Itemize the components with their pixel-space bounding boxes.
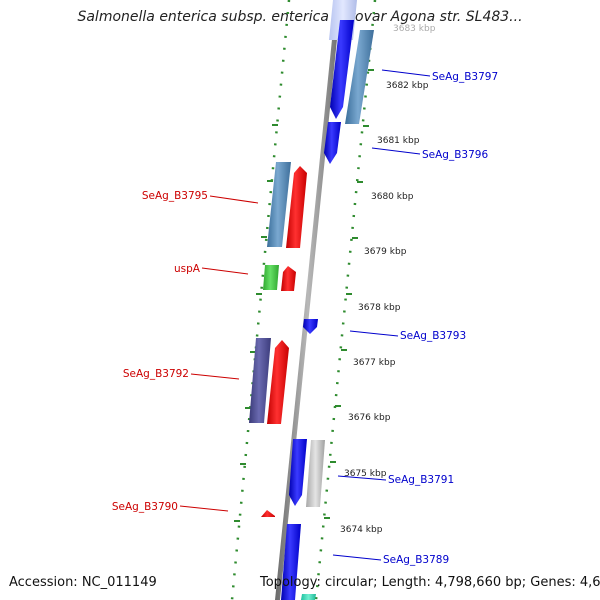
- forward-tick-marks: [234, 124, 278, 522]
- reverse-strand-guide: [314, 0, 377, 600]
- gene-label-seag-b3797[interactable]: SeAg_B3797: [432, 71, 498, 83]
- gene-block-seag-b3792-a[interactable]: [249, 338, 271, 423]
- kbp-tick-label: 3680 kbp: [371, 192, 414, 202]
- reverse-tick-marks: [324, 69, 374, 519]
- kbp-tick-label: 3674 kbp: [340, 525, 383, 535]
- kbp-tick-label: 3683 kbp: [393, 24, 436, 34]
- kbp-tick-label: 3677 kbp: [353, 358, 396, 368]
- gene-label-seag-b3792[interactable]: SeAg_B3792: [123, 368, 189, 380]
- gene-block-seag-b3791-a[interactable]: [289, 439, 307, 506]
- map-title: Salmonella enterica subsp. enterica sero…: [77, 9, 523, 25]
- leader-lines: [179, 69, 431, 561]
- gene-label-seag-b3790[interactable]: SeAg_B3790: [112, 501, 178, 513]
- gene-block-seag-b3791-b[interactable]: [306, 440, 325, 507]
- genome-backbone: [275, 0, 341, 600]
- kbp-tick-label: 3679 kbp: [364, 247, 407, 257]
- accession-text: Accession: NC_011149: [9, 575, 157, 590]
- gene-label-uspa[interactable]: uspA: [174, 263, 201, 275]
- gene-block-seag-b3797-a[interactable]: [330, 20, 354, 119]
- gene-block-seag-b3795-b[interactable]: [286, 166, 307, 248]
- gene-block-uspa-b[interactable]: [281, 266, 296, 291]
- gene-label-seag-b3793[interactable]: SeAg_B3793: [400, 330, 466, 342]
- kbp-tick-label: 3678 kbp: [358, 303, 401, 313]
- topology-text: Topology: circular; Length: 4,798,660 bp…: [260, 575, 600, 590]
- gene-block-seag-b3795-a[interactable]: [267, 162, 291, 247]
- gene-block-uspa-a[interactable]: [263, 265, 279, 290]
- gene-label-seag-b3795[interactable]: SeAg_B3795: [142, 190, 208, 202]
- gene-block-teal[interactable]: [301, 594, 316, 600]
- kbp-tick-label: 3681 kbp: [377, 136, 420, 146]
- kbp-tick-label: 3676 kbp: [348, 413, 391, 423]
- gene-block-seag-b3789[interactable]: [281, 524, 301, 600]
- kbp-tick-label: 3682 kbp: [386, 81, 429, 91]
- kbp-tick-label: 3675 kbp: [344, 469, 387, 479]
- gene-block-seag-b3792-b[interactable]: [267, 340, 289, 424]
- forward-strand-guide: [230, 0, 291, 600]
- gene-block-seag-b3797-b[interactable]: [345, 30, 374, 124]
- gene-block-seag-b3793[interactable]: [303, 319, 318, 334]
- gene-label-seag-b3796[interactable]: SeAg_B3796: [422, 149, 488, 161]
- gene-block-seag-b3790[interactable]: [261, 510, 275, 517]
- gene-label-seag-b3791[interactable]: SeAg_B3791: [388, 474, 454, 486]
- gene-label-seag-b3789[interactable]: SeAg_B3789: [383, 554, 449, 566]
- gene-block-seag-b3796[interactable]: [324, 122, 341, 164]
